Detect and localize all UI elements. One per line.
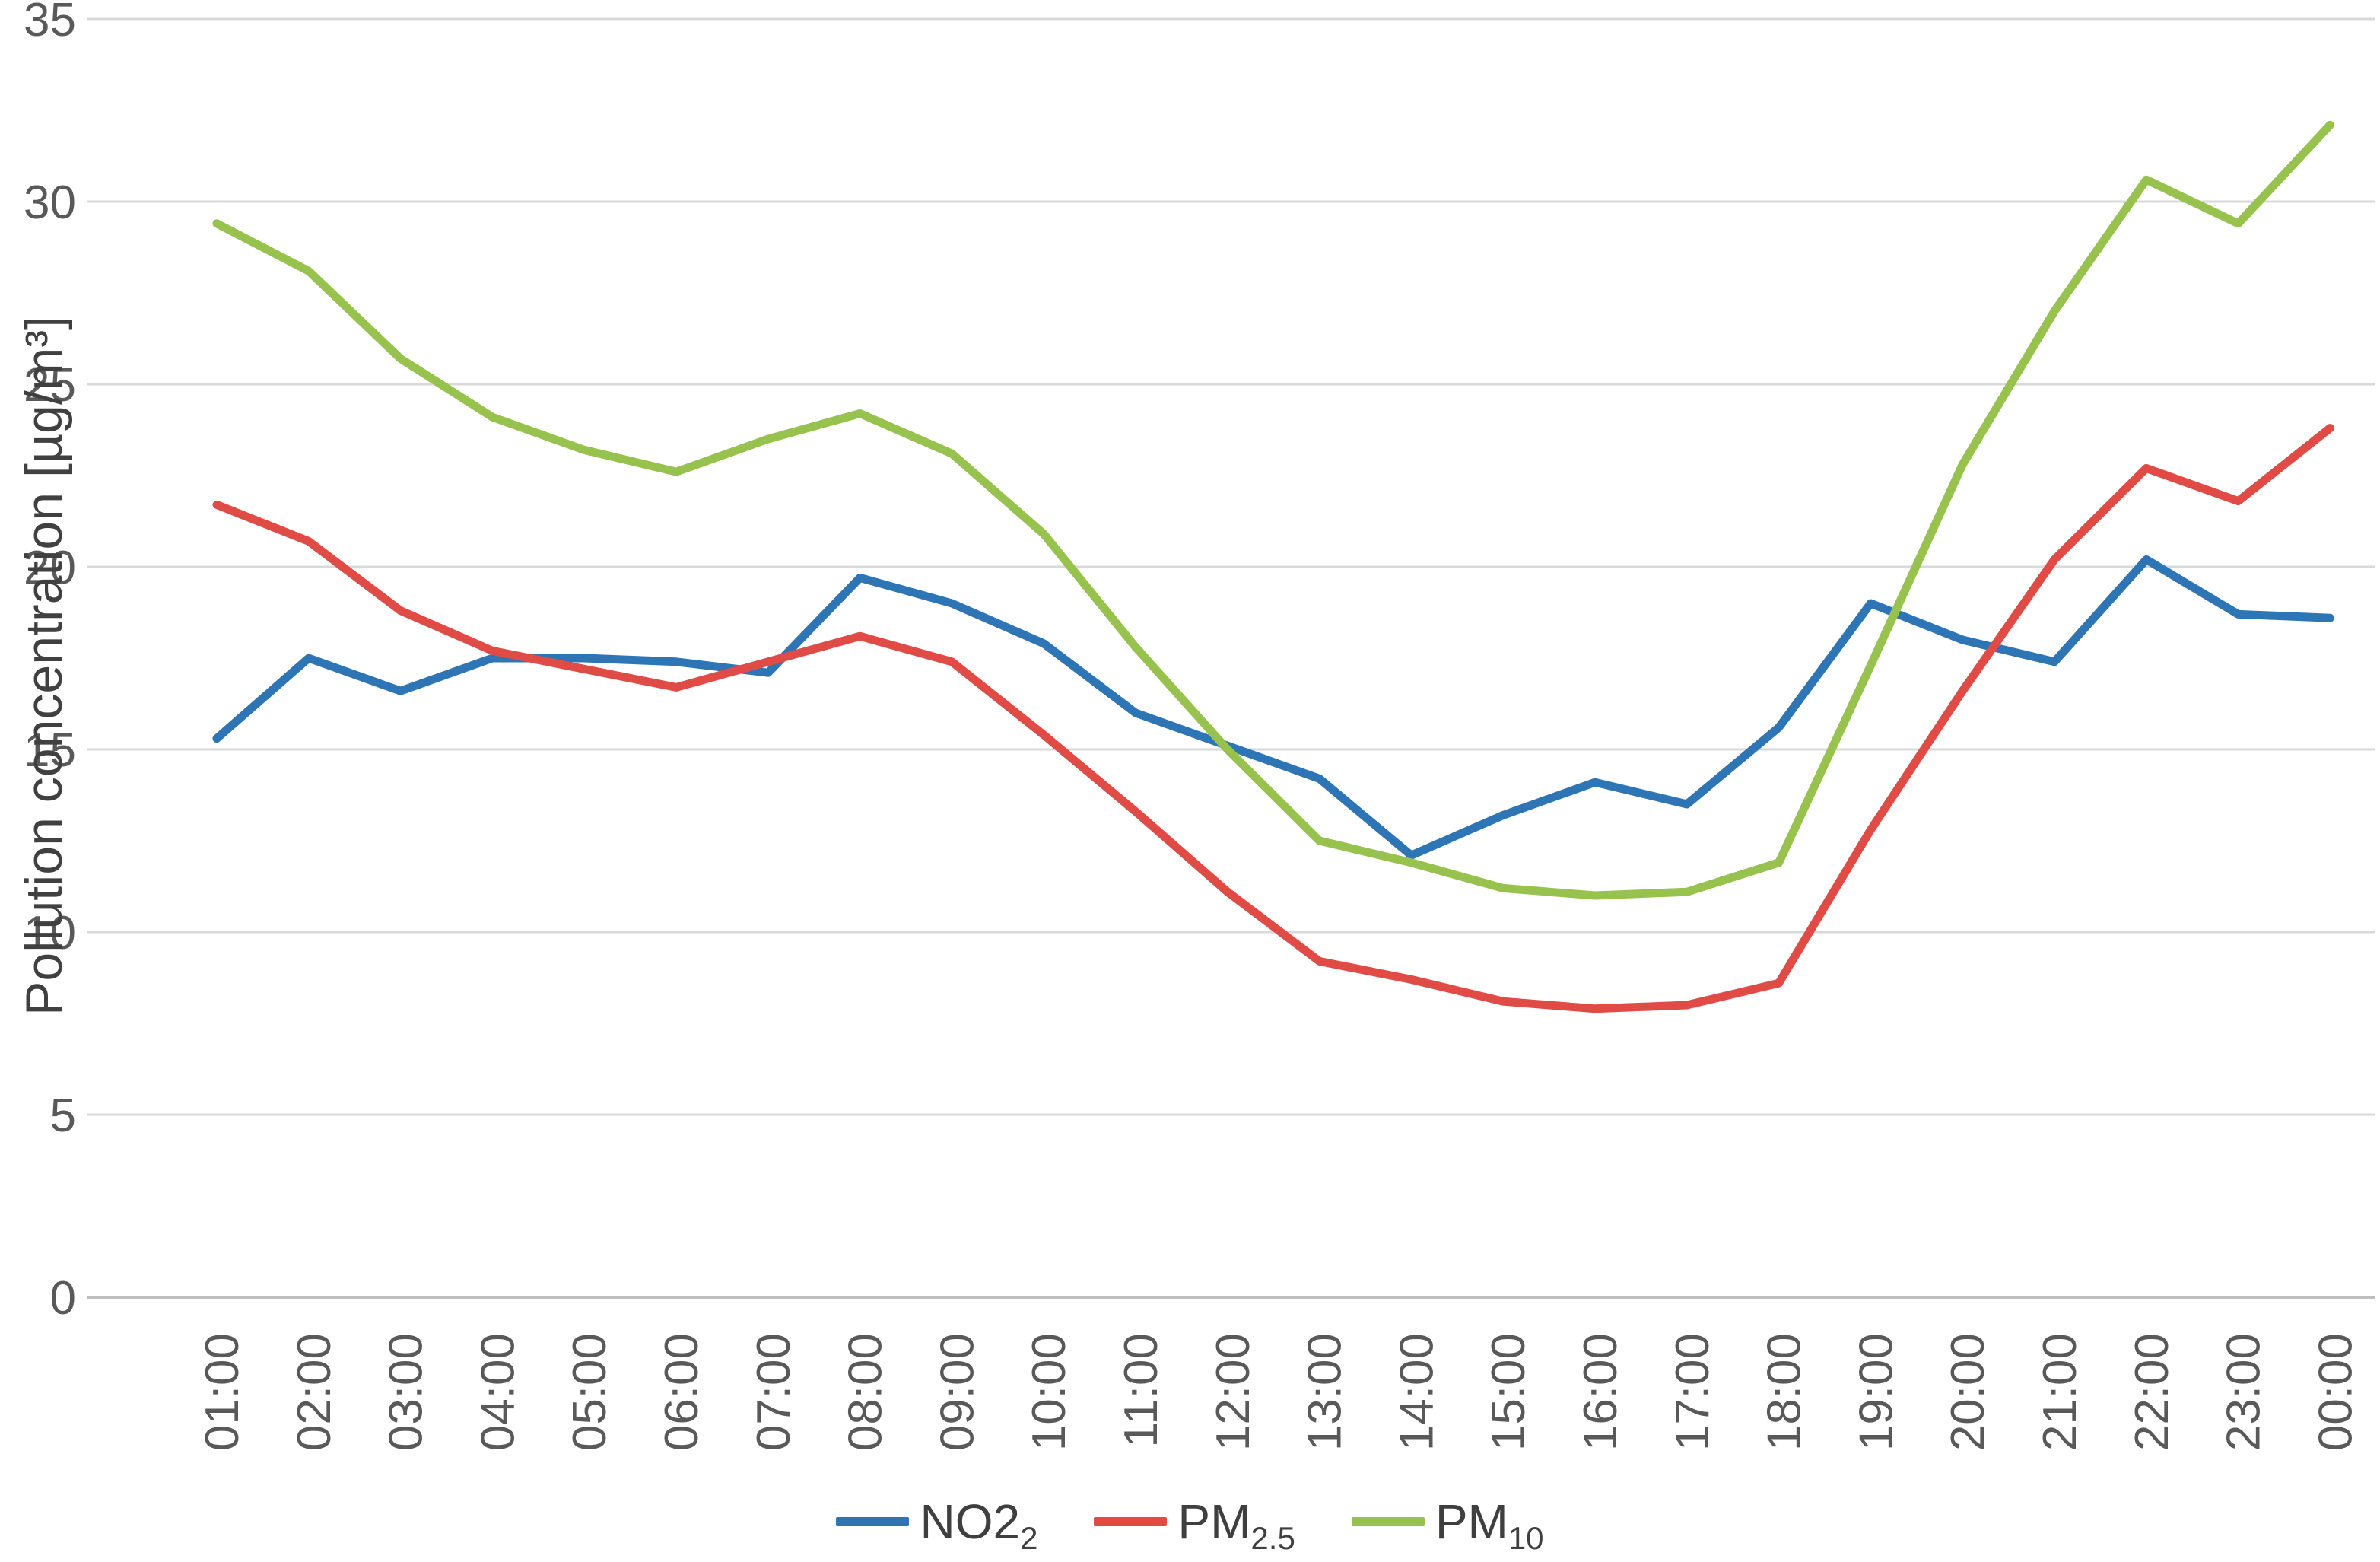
legend-label-pm25: PM2.5: [1177, 1494, 1295, 1556]
y-tick-label-15: 15: [24, 724, 76, 777]
gridlines: [87, 17, 2375, 1299]
x-tick-label-14:00: 14:00: [1390, 1333, 1443, 1451]
y-tick-label-0: 0: [50, 1272, 76, 1325]
x-tick-label-16:00: 16:00: [1574, 1333, 1627, 1451]
legend-label-pm10: PM10: [1435, 1494, 1544, 1556]
series-lines: [212, 120, 2334, 1013]
series-line-no22: [212, 555, 2334, 860]
x-tick-label-04:00: 04:00: [472, 1333, 524, 1451]
x-tick-label-20:00: 20:00: [1942, 1333, 1994, 1451]
legend-item-pm10: PM10: [1351, 1494, 1544, 1556]
x-tick-label-18:00: 18:00: [1759, 1333, 1811, 1451]
series-line-pm25: [212, 424, 2334, 1013]
y-tick-label-10: 10: [24, 907, 76, 959]
x-tick-label-08:00: 08:00: [840, 1333, 892, 1451]
legend-swatch-no2: [836, 1517, 910, 1526]
y-axis-title: Pollution concentration [µg/m³]: [15, 316, 73, 1016]
chart-legend: NO22 PM2.5 PM10: [0, 1494, 2380, 1556]
y-axis-tick-labels: 0 5 10 15 20 25 30 35: [24, 0, 76, 1325]
y-tick-label-35: 35: [24, 0, 76, 46]
y-tick-label-5: 5: [50, 1090, 76, 1142]
legend-swatch-pm25: [1094, 1517, 1168, 1526]
y-tick-label-30: 30: [24, 177, 76, 229]
x-tick-label-21:00: 21:00: [2034, 1333, 2086, 1451]
x-tick-label-01:00: 01:00: [196, 1333, 249, 1451]
y-tick-label-25: 25: [24, 359, 76, 412]
x-tick-label-17:00: 17:00: [1667, 1333, 1719, 1451]
legend-item-no2: NO22: [836, 1494, 1038, 1556]
x-tick-label-09:00: 09:00: [931, 1333, 983, 1451]
legend-label-no2: NO22: [920, 1494, 1038, 1556]
y-tick-label-20: 20: [24, 542, 76, 594]
x-tick-label-22:00: 22:00: [2126, 1333, 2178, 1451]
x-tick-label-13:00: 13:00: [1299, 1333, 1352, 1451]
x-axis-tick-labels: 01:00 02:00 03:00 04:00 05:00 06:00 07:00 08:00…: [196, 1333, 2362, 1451]
series-line-pm10: [212, 120, 2334, 900]
x-tick-label-12:00: 12:00: [1207, 1333, 1260, 1451]
x-tick-label-23:00: 23:00: [2218, 1333, 2270, 1451]
x-tick-label-10:00: 10:00: [1023, 1333, 1076, 1451]
x-tick-label-05:00: 05:00: [564, 1333, 616, 1451]
legend-item-pm25: PM2.5: [1094, 1494, 1295, 1556]
x-tick-label-11:00: 11:00: [1115, 1333, 1168, 1448]
x-tick-label-03:00: 03:00: [380, 1333, 433, 1451]
x-tick-label-06:00: 06:00: [656, 1333, 708, 1451]
legend-swatch-pm10: [1351, 1517, 1425, 1526]
x-tick-label-07:00: 07:00: [748, 1333, 800, 1451]
x-tick-label-15:00: 15:00: [1482, 1333, 1535, 1451]
x-tick-label-02:00: 02:00: [288, 1333, 341, 1451]
x-tick-label-19:00: 19:00: [1850, 1333, 1902, 1451]
x-tick-label-00:00: 00:00: [2309, 1333, 2362, 1451]
